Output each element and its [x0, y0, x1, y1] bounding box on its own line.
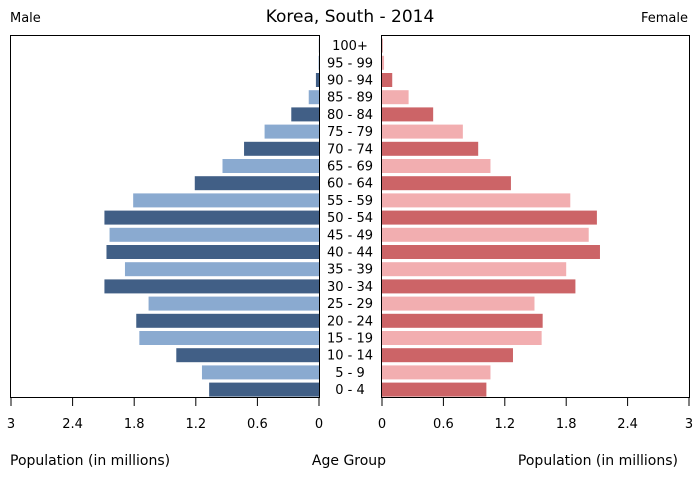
age-group-label-7: 65 - 69: [327, 160, 373, 175]
female-bar-15: [382, 296, 535, 311]
female-bar-18: [382, 348, 513, 363]
chart-title: Korea, South - 2014: [266, 7, 435, 27]
male-plot-frame: [10, 35, 320, 398]
male-side-label: Male: [10, 11, 41, 26]
female-bar-12: [382, 245, 600, 259]
tick-label-2: 1.8: [124, 417, 145, 432]
tick-label-1: 2.4: [62, 417, 83, 432]
male-bar-6: [244, 141, 319, 156]
tick-label-11: 3: [685, 417, 693, 432]
female-bar-8: [382, 176, 511, 191]
female-bar-2: [382, 73, 393, 87]
tick-label-7: 0.6: [433, 417, 454, 432]
female-bar-19: [382, 365, 491, 380]
male-bar-16: [136, 313, 319, 328]
male-bar-17: [139, 331, 319, 345]
age-group-label-13: 35 - 39: [327, 263, 373, 278]
x-axis-title-right: Population (in millions): [518, 453, 678, 469]
female-bar-3: [382, 90, 409, 105]
female-side-label: Female: [641, 11, 688, 26]
male-bar-19: [201, 365, 319, 380]
age-group-label-14: 30 - 34: [327, 280, 373, 295]
female-plot-frame: [381, 35, 690, 398]
female-bar-10: [382, 210, 597, 225]
age-group-label-17: 15 - 19: [327, 332, 373, 347]
age-group-label-5: 75 - 79: [327, 125, 373, 140]
age-group-label-9: 55 - 59: [327, 194, 373, 209]
male-bar-8: [194, 176, 319, 191]
male-bar-14: [104, 279, 319, 294]
male-bar-7: [222, 159, 319, 173]
male-bar-2: [315, 73, 319, 87]
tick-label-5: 0: [315, 417, 323, 432]
female-bar-13: [382, 262, 567, 277]
male-bar-9: [133, 193, 319, 208]
female-bar-0: [382, 38, 383, 53]
age-group-label-11: 45 - 49: [327, 228, 373, 243]
tick-label-9: 1.8: [556, 417, 577, 432]
age-group-label-12: 40 - 44: [327, 246, 373, 261]
tick-label-8: 1.2: [494, 417, 515, 432]
age-group-label-20: 0 - 4: [335, 383, 365, 398]
female-bar-9: [382, 193, 571, 208]
x-axis-title-left: Population (in millions): [10, 453, 170, 469]
male-bar-12: [106, 245, 319, 259]
age-group-label-10: 50 - 54: [327, 211, 373, 226]
tick-label-10: 2.4: [617, 417, 638, 432]
tick-label-6: 0: [378, 417, 386, 432]
age-group-labels: 100+ 95 - 99 90 - 94 85 - 89 80 - 84 75 - 79 7…: [327, 39, 373, 398]
female-bar-6: [382, 141, 479, 156]
age-group-label-0: 100+: [332, 39, 368, 54]
female-bar-14: [382, 279, 576, 294]
axis-ticks: 3 2.4 1.8 1.2 0.6 0 0 0.6 1.2 1.8 2.4 3: [7, 397, 693, 432]
age-group-label-4: 80 - 84: [327, 108, 373, 123]
male-bar-4: [291, 107, 319, 122]
female-bar-16: [382, 313, 543, 328]
male-bar-15: [148, 296, 319, 311]
male-bar-11: [109, 227, 319, 242]
female-bar-20: [382, 382, 487, 397]
male-bar-10: [104, 210, 319, 225]
age-group-label-18: 10 - 14: [327, 349, 373, 364]
age-group-label-1: 95 - 99: [327, 56, 373, 71]
age-group-label-16: 20 - 24: [327, 314, 373, 329]
male-bar-5: [264, 124, 319, 139]
age-group-label-8: 60 - 64: [327, 177, 373, 192]
age-group-label-19: 5 - 9: [335, 366, 365, 381]
tick-label-0: 3: [7, 417, 15, 432]
age-group-label-3: 85 - 89: [327, 91, 373, 106]
tick-label-4: 0.6: [247, 417, 268, 432]
age-group-label-15: 25 - 29: [327, 297, 373, 312]
male-bar-20: [209, 382, 319, 397]
female-bar-4: [382, 107, 434, 122]
male-bar-13: [124, 262, 320, 277]
age-group-label-6: 70 - 74: [327, 142, 373, 157]
male-bars-group: [104, 38, 320, 397]
tick-label-3: 1.2: [185, 417, 206, 432]
female-bars-group: [382, 38, 600, 397]
female-bar-7: [382, 159, 491, 173]
female-bar-17: [382, 331, 542, 345]
x-axis-title-center: Age Group: [312, 453, 386, 469]
female-bar-5: [382, 124, 463, 139]
female-bar-1: [382, 55, 385, 70]
male-bar-18: [176, 348, 319, 363]
age-group-label-2: 90 - 94: [327, 74, 373, 89]
male-bar-3: [308, 90, 319, 105]
female-bar-11: [382, 227, 589, 242]
